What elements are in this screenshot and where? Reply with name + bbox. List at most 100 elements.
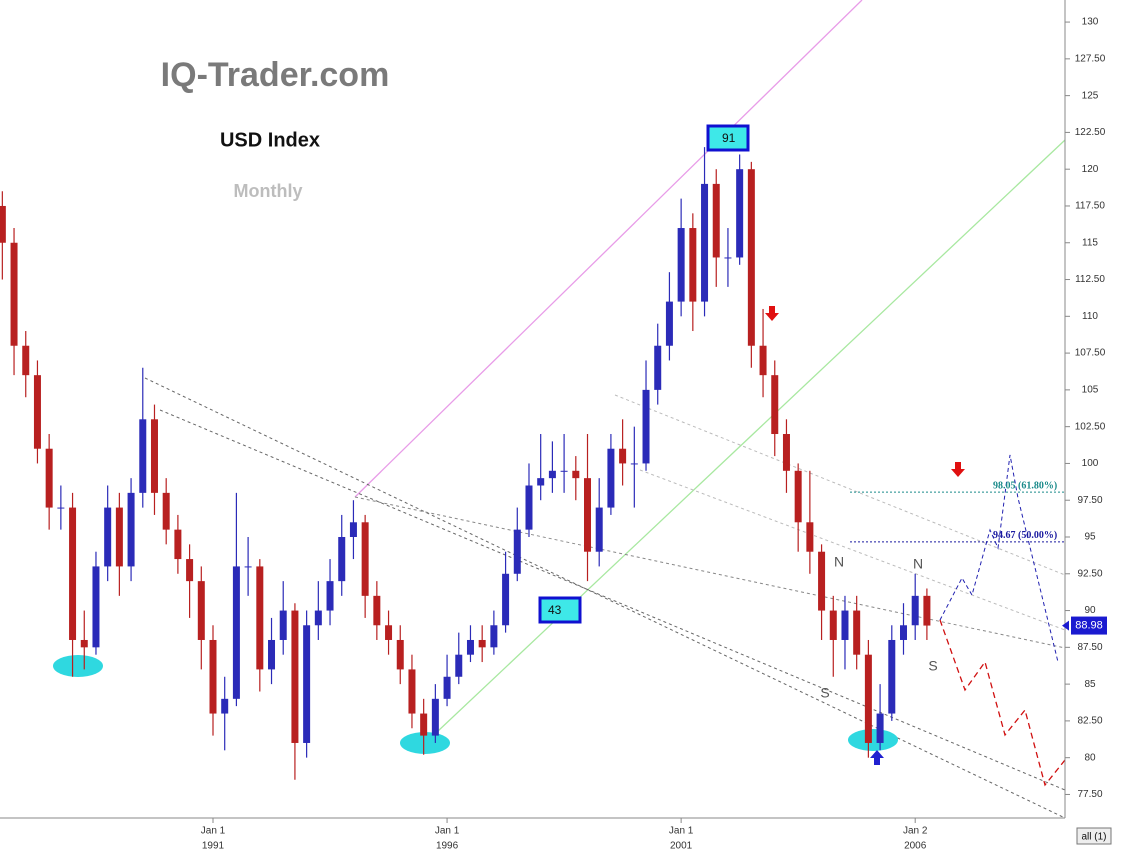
candle-body — [724, 257, 732, 259]
y-tick-label: 110 — [1082, 311, 1098, 322]
box-label: 43 — [548, 603, 562, 617]
y-tick-label: 127.50 — [1075, 53, 1106, 64]
candle-body — [303, 625, 311, 743]
candle-body — [548, 470, 556, 479]
pattern-label: S — [928, 658, 937, 674]
candle-body — [701, 183, 709, 302]
candle-body — [782, 434, 790, 471]
candle-body — [876, 713, 884, 743]
pattern-label: N — [834, 554, 844, 570]
y-tick-label: 77.50 — [1077, 789, 1102, 800]
channel-line — [159, 409, 1066, 791]
candle-body — [712, 183, 720, 258]
candle-body — [244, 566, 252, 568]
candle-body — [466, 639, 474, 655]
plot — [0, 147, 931, 780]
candle-body — [490, 625, 498, 648]
candle-body — [630, 463, 638, 465]
channel-line — [354, 496, 1066, 649]
watermark: IQ-Trader.com — [161, 56, 390, 94]
y-tick-label: 115 — [1082, 237, 1098, 248]
candle-body — [232, 566, 240, 699]
candle-body — [654, 345, 662, 390]
y-tick-label: 95 — [1084, 532, 1096, 543]
y-tick-label: 97.50 — [1077, 495, 1102, 506]
candle-body — [642, 389, 650, 464]
candle-body — [911, 595, 919, 626]
candle-body — [338, 536, 346, 582]
candle-body — [537, 478, 545, 486]
candle-body — [607, 448, 615, 508]
candle-body — [127, 492, 135, 567]
y-tick-label: 130 — [1082, 17, 1099, 28]
y-tick-label: 85 — [1084, 679, 1096, 690]
candle-body — [385, 625, 393, 640]
candle-body — [420, 713, 428, 736]
channel-line — [144, 377, 1066, 819]
y-tick-label: 125 — [1082, 90, 1099, 101]
candle-body — [268, 639, 276, 670]
candle-body — [665, 301, 673, 346]
low-marker — [53, 655, 103, 677]
candle-body — [525, 485, 533, 530]
candle-body — [69, 507, 77, 640]
candle-body — [373, 595, 381, 626]
candle-body — [186, 559, 194, 582]
candle-body — [818, 551, 826, 611]
y-tick-label: 107.50 — [1075, 348, 1106, 359]
candle-body — [408, 669, 416, 714]
candle-body — [139, 419, 147, 493]
y-tick-label: 122.50 — [1075, 127, 1106, 138]
candle-body — [33, 375, 41, 449]
candle-body — [747, 169, 755, 346]
y-tick-label: 92.50 — [1077, 568, 1102, 579]
candle-body — [572, 470, 580, 479]
candle-body — [349, 522, 357, 537]
candle-body — [314, 610, 322, 626]
candle-body — [829, 610, 837, 640]
candle-body — [455, 654, 463, 677]
fib-label: 98.05 (61.80%) — [993, 480, 1057, 491]
candle-body — [209, 639, 217, 714]
x-tick-day: Jan 2 — [903, 826, 928, 837]
x-tick-label: 2001 — [670, 841, 693, 852]
candle-body — [806, 522, 814, 552]
button[interactable] — [1076, 827, 1112, 845]
fib-label: 94.67 (50.00%) — [993, 530, 1057, 541]
candle-body — [326, 581, 334, 611]
y-tick-label: 87.50 — [1077, 642, 1102, 653]
button-label[interactable]: all (1) — [1081, 832, 1106, 843]
candle-body — [162, 492, 170, 530]
trend-line — [354, 0, 863, 498]
box — [538, 596, 582, 624]
candle-body — [689, 228, 697, 302]
candle-body — [150, 419, 158, 493]
channel-line — [614, 394, 1066, 576]
price-label: 88.98 — [1075, 619, 1103, 631]
candle-body — [677, 228, 685, 302]
labels: IQ-Trader.com USD Index Monthly 91 43 N … — [161, 56, 1112, 845]
candle-body — [841, 610, 849, 640]
candle-body — [104, 507, 112, 567]
x-tick-label: 1991 — [202, 841, 225, 852]
candle-body — [10, 242, 18, 346]
trend-line — [419, 139, 1066, 749]
box — [706, 124, 750, 152]
down-arrow — [765, 306, 779, 321]
candle-body — [853, 610, 861, 655]
candle-body — [513, 529, 521, 574]
price-box — [1071, 616, 1107, 635]
x-tick-day: Jan 1 — [201, 826, 226, 837]
candle-body — [221, 698, 229, 714]
candle-body — [45, 448, 53, 508]
candle-body — [197, 581, 205, 640]
box-label: 91 — [722, 131, 736, 145]
up-arrow — [870, 750, 884, 765]
annotations — [53, 0, 1066, 819]
candle-body — [794, 470, 802, 523]
candle-body — [80, 639, 88, 648]
candle-body — [361, 522, 369, 596]
x-tick-label: 2006 — [904, 841, 927, 852]
